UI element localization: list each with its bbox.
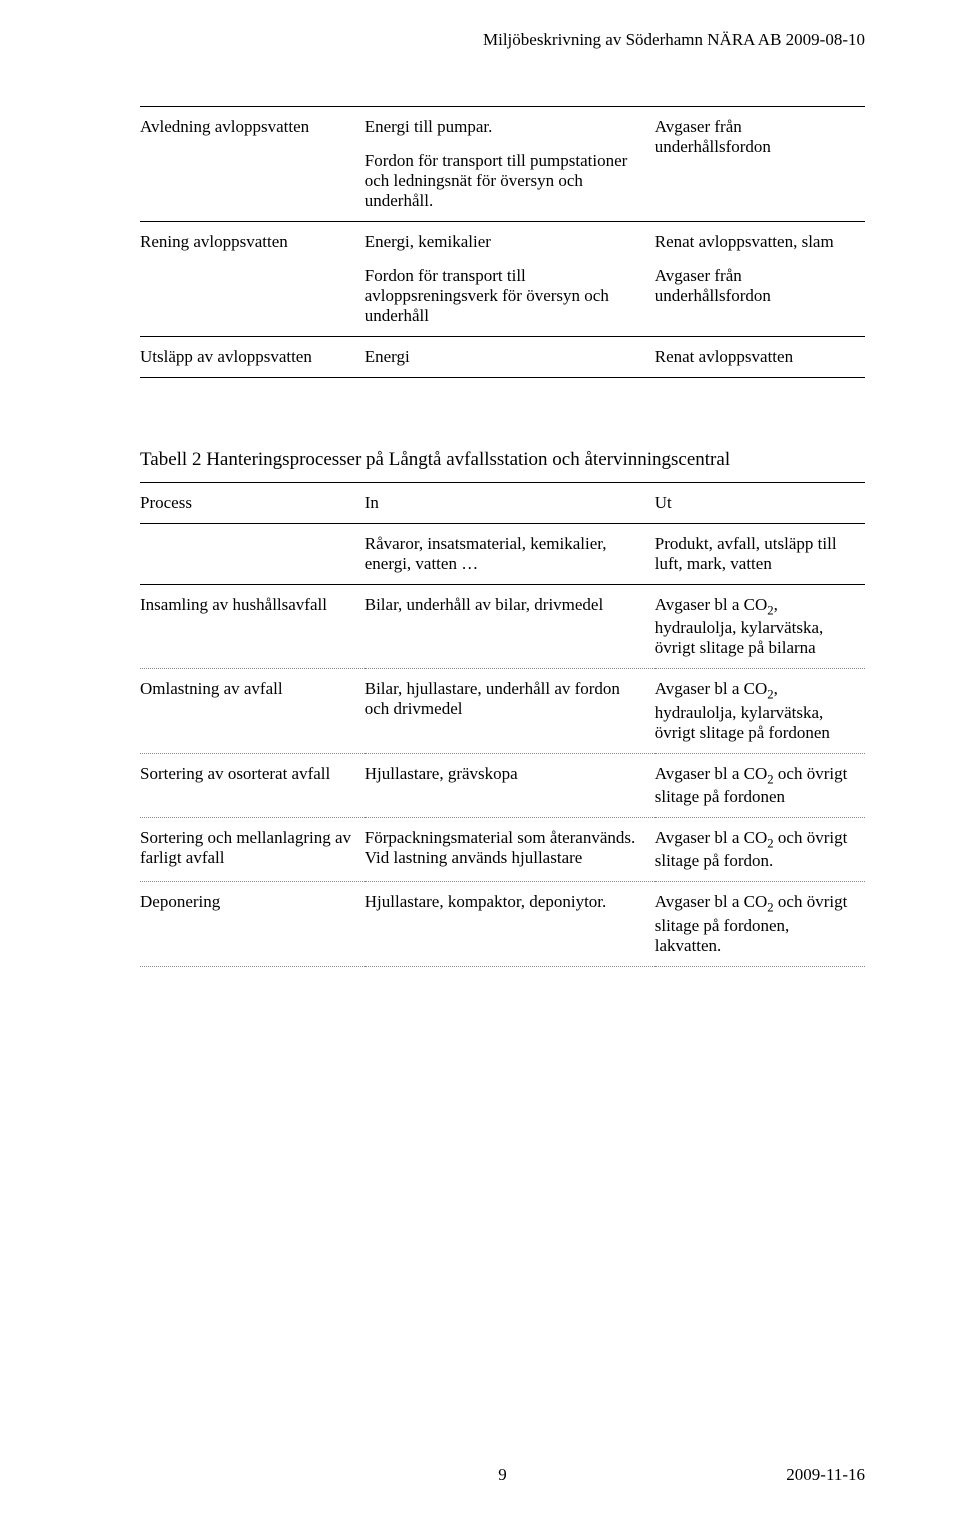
cell: Renat avloppsvatten, slam Avgaser från u… (655, 222, 865, 337)
cell: Bilar, hjullastare, underhåll av fordon … (365, 669, 655, 753)
cell: Deponering (140, 882, 365, 966)
cell: Avgaser bl a CO2 och övrigt slitage på f… (655, 882, 865, 966)
cell-text: Avgaser bl a CO (655, 679, 768, 698)
column-header: In (365, 482, 655, 523)
column-subheader: Råvaror, insatsmaterial, kemikalier, ene… (365, 523, 655, 584)
cell: Förpackningsmaterial som återanvänds. Vi… (365, 817, 655, 881)
table-row: Sortering av osorterat avfall Hjullastar… (140, 753, 865, 817)
cell: Avledning avloppsvatten (140, 107, 365, 222)
cell: Avgaser bl a CO2 och övrigt slitage på f… (655, 753, 865, 817)
cell: Energi, kemikalier Fordon för transport … (365, 222, 655, 337)
cell: Energi (365, 337, 655, 378)
table-2-title: Tabell 2 Hanteringsprocesser på Långtå a… (140, 448, 865, 472)
cell: Avgaser bl a CO2, hydraulolja, kylarväts… (655, 584, 865, 668)
cell: Avgaser bl a CO2 och övrigt slitage på f… (655, 817, 865, 881)
table-subheader-row: Råvaror, insatsmaterial, kemikalier, ene… (140, 523, 865, 584)
cell-text: Fordon för transport till pumpstationer … (365, 151, 643, 211)
cell: Hjullastare, grävskopa (365, 753, 655, 817)
table-row: Avledning avloppsvatten Energi till pump… (140, 107, 865, 222)
cell-text: Avgaser bl a CO (655, 892, 768, 911)
footer: 9 2009-11-16 (140, 1465, 865, 1485)
cell-text: Avgaser bl a CO (655, 764, 768, 783)
cell-text: Energi, kemikalier (365, 232, 643, 252)
cell: Sortering och mellanlagring av farligt a… (140, 817, 365, 881)
cell-text: Avgaser bl a CO (655, 595, 768, 614)
cell-text: Avgaser från underhållsfordon (655, 266, 853, 306)
cell: Utsläpp av avloppsvatten (140, 337, 365, 378)
cell: Sortering av osorterat avfall (140, 753, 365, 817)
cell: Rening avloppsvatten (140, 222, 365, 337)
table-2: Process In Ut Råvaror, insatsmaterial, k… (140, 482, 865, 967)
cell: Avgaser från underhållsfordon (655, 107, 865, 222)
cell: Energi till pumpar. Fordon för transport… (365, 107, 655, 222)
column-header: Ut (655, 482, 865, 523)
page: Miljöbeskrivning av Söderhamn NÄRA AB 20… (0, 0, 960, 1519)
table-row: Utsläpp av avloppsvatten Energi Renat av… (140, 337, 865, 378)
cell-text: Renat avloppsvatten, slam (655, 232, 853, 252)
column-subheader: Produkt, avfall, utsläpp till luft, mark… (655, 523, 865, 584)
table-1: Avledning avloppsvatten Energi till pump… (140, 106, 865, 378)
table-row: Deponering Hjullastare, kompaktor, depon… (140, 882, 865, 966)
table-header-row: Process In Ut (140, 482, 865, 523)
cell-text: Avgaser bl a CO (655, 828, 768, 847)
table-row: Sortering och mellanlagring av farligt a… (140, 817, 865, 881)
footer-date: 2009-11-16 (786, 1465, 865, 1485)
header-doc-title: Miljöbeskrivning av Söderhamn NÄRA AB 20… (140, 30, 865, 50)
cell: Insamling av hushållsavfall (140, 584, 365, 668)
cell: Renat avloppsvatten (655, 337, 865, 378)
page-number: 9 (140, 1465, 865, 1485)
cell-text: Energi till pumpar. (365, 117, 643, 137)
column-header: Process (140, 482, 365, 523)
cell: Bilar, underhåll av bilar, drivmedel (365, 584, 655, 668)
cell: Avgaser bl a CO2, hydraulolja, kylarväts… (655, 669, 865, 753)
cell: Hjullastare, kompaktor, deponiytor. (365, 882, 655, 966)
cell: Omlastning av avfall (140, 669, 365, 753)
column-subheader (140, 523, 365, 584)
table-row: Omlastning av avfall Bilar, hjullastare,… (140, 669, 865, 753)
table-row: Rening avloppsvatten Energi, kemikalier … (140, 222, 865, 337)
table-row: Insamling av hushållsavfall Bilar, under… (140, 584, 865, 668)
cell-text: Fordon för transport till avloppsrenings… (365, 266, 643, 326)
